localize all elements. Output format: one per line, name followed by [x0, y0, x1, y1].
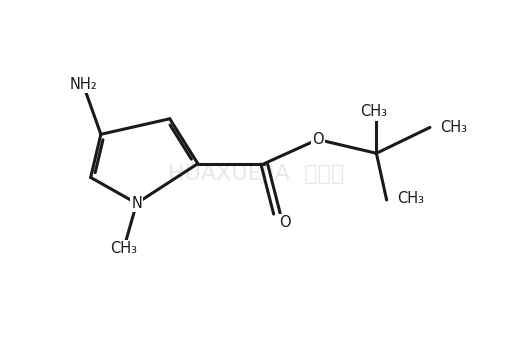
Text: CH₃: CH₃ [360, 104, 387, 119]
Text: O: O [312, 132, 324, 147]
Text: N: N [131, 196, 142, 211]
Text: HUAXUEJIA  特定加: HUAXUEJIA 特定加 [168, 164, 345, 184]
Text: CH₃: CH₃ [440, 120, 467, 135]
Text: CH₃: CH₃ [110, 241, 137, 256]
Text: CH₃: CH₃ [397, 191, 424, 206]
Text: NH₂: NH₂ [69, 77, 97, 92]
Text: O: O [279, 215, 290, 230]
